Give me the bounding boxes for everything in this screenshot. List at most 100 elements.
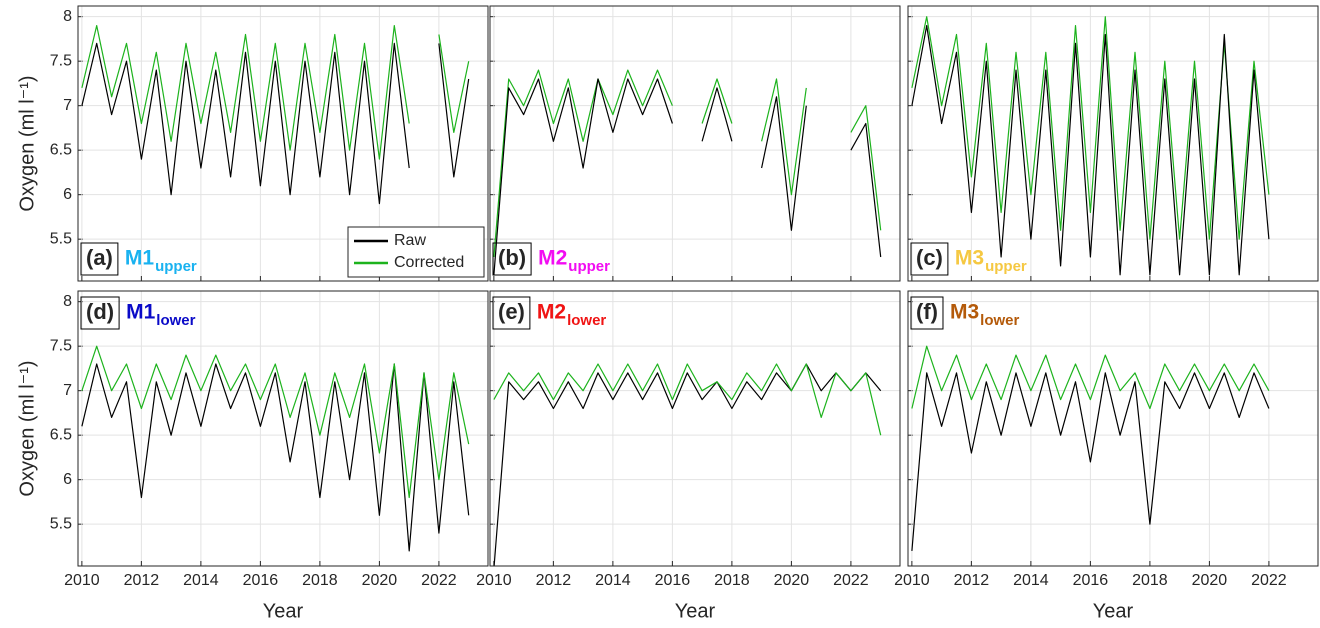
station-subscript: lower [980, 312, 1019, 329]
data-group [81, 25, 470, 205]
x-tick-label: 2020 [362, 572, 398, 589]
x-tick-label: 2010 [894, 572, 930, 589]
data-line [911, 16, 1270, 240]
x-tick-label: 2010 [476, 572, 512, 589]
x-axis-label: Year [1093, 600, 1134, 622]
panel-label: (d) [86, 299, 114, 324]
y-tick-label: 5.5 [50, 230, 72, 247]
data-line [493, 78, 882, 275]
data-line [911, 345, 1270, 410]
plot-area [908, 291, 1318, 566]
station-subscript: upper [568, 258, 610, 275]
axes-box [77, 5, 489, 282]
x-axis-label: Year [263, 600, 304, 622]
x-tick-label: 2014 [1013, 572, 1049, 589]
y-tick-label: 7.5 [50, 52, 72, 69]
data-line [81, 42, 470, 205]
data-line [81, 345, 470, 499]
x-tick-label: 2018 [1132, 572, 1168, 589]
station-name: M3 [955, 247, 984, 270]
panel-label: (b) [498, 245, 526, 270]
panel-label: (e) [498, 299, 525, 324]
y-tick-label: 6.5 [50, 141, 72, 158]
x-tick-label: 2016 [655, 572, 691, 589]
x-tick-label: 2022 [1251, 572, 1287, 589]
panel: (c) M3 upper [907, 5, 1319, 282]
y-tick-label: 7 [63, 97, 72, 114]
x-tick-label: 2018 [302, 572, 338, 589]
x-tick-label: 2016 [1073, 572, 1109, 589]
x-axis-label: Year [675, 600, 716, 622]
station-name: M1 [126, 301, 155, 324]
x-tick-label: 2016 [243, 572, 279, 589]
panel: 2010 2012 2014 2016 2018 2020 2022 Year (f) M3 low… [894, 290, 1319, 622]
panel-label-box [80, 242, 119, 276]
plot-area [490, 291, 900, 566]
panel: 2010 2012 2014 2016 2018 2020 2022 Year (e) M2 low… [476, 290, 901, 622]
data-group [911, 16, 1270, 276]
x-tick-label: 2022 [421, 572, 457, 589]
x-tick-label: 2012 [536, 572, 572, 589]
panel-label-box [910, 296, 944, 330]
panel: 5.5 6 6.5 7 7.5 8 2010 2012 2014 2016 2018 2020 2022… [16, 290, 489, 622]
y-tick-label: 6.5 [50, 426, 72, 443]
station-subscript: lower [567, 312, 606, 329]
y-tick-label: 8 [63, 293, 72, 310]
data-line [81, 363, 470, 552]
station-name: M2 [537, 301, 566, 324]
x-tick-label: 2022 [833, 572, 869, 589]
panel-label-box [910, 242, 949, 276]
data-group [493, 363, 882, 566]
y-tick-label: 7.5 [50, 337, 72, 354]
station-subscript: upper [985, 258, 1027, 275]
panel-label: (a) [86, 245, 113, 270]
x-tick-label: 2012 [124, 572, 160, 589]
data-line [493, 363, 882, 436]
panel: (b) M2 upper [489, 5, 901, 282]
data-line [911, 372, 1270, 551]
data-line [911, 25, 1270, 276]
x-tick-label: 2012 [954, 572, 990, 589]
panel: 5.5 6 6.5 7 7.5 8 Oxygen (ml l⁻¹) (a) M1 upper Raw… [16, 5, 489, 282]
axes-box [77, 290, 489, 567]
y-tick-label: 6 [63, 186, 72, 203]
axes-box [907, 5, 1319, 282]
panel-label-box [492, 296, 531, 330]
data-line [81, 25, 470, 160]
panel-label: (c) [916, 245, 943, 270]
x-tick-label: 2020 [1192, 572, 1228, 589]
plot-area [78, 291, 488, 566]
data-line [493, 363, 882, 566]
panel-label: (f) [916, 299, 938, 324]
data-line [493, 69, 882, 258]
station-subscript: lower [156, 312, 195, 329]
x-tick-label: 2010 [64, 572, 100, 589]
y-tick-label: 6 [63, 471, 72, 488]
data-group [493, 69, 882, 275]
x-tick-label: 2020 [774, 572, 810, 589]
station-name: M2 [538, 247, 567, 270]
y-axis-label: Oxygen (ml l⁻¹) [16, 75, 38, 211]
station-name: M1 [125, 247, 154, 270]
station-subscript: upper [155, 258, 197, 275]
plot-area [490, 6, 900, 281]
legend-label: Corrected [394, 254, 464, 271]
data-group [911, 345, 1270, 551]
panel-label-box [492, 242, 532, 276]
legend-box [347, 226, 485, 278]
y-axis-label: Oxygen (ml l⁻¹) [16, 360, 38, 496]
x-tick-label: 2014 [595, 572, 631, 589]
x-tick-label: 2018 [714, 572, 750, 589]
y-tick-label: 8 [63, 8, 72, 25]
axes-box [489, 290, 901, 567]
station-name: M3 [950, 301, 979, 324]
plot-area [908, 6, 1318, 281]
legend-label: Raw [394, 232, 426, 249]
y-tick-label: 7 [63, 382, 72, 399]
x-tick-label: 2014 [183, 572, 219, 589]
axes-box [489, 5, 901, 282]
axes-box [907, 290, 1319, 567]
data-group [81, 345, 470, 552]
y-tick-label: 5.5 [50, 515, 72, 532]
